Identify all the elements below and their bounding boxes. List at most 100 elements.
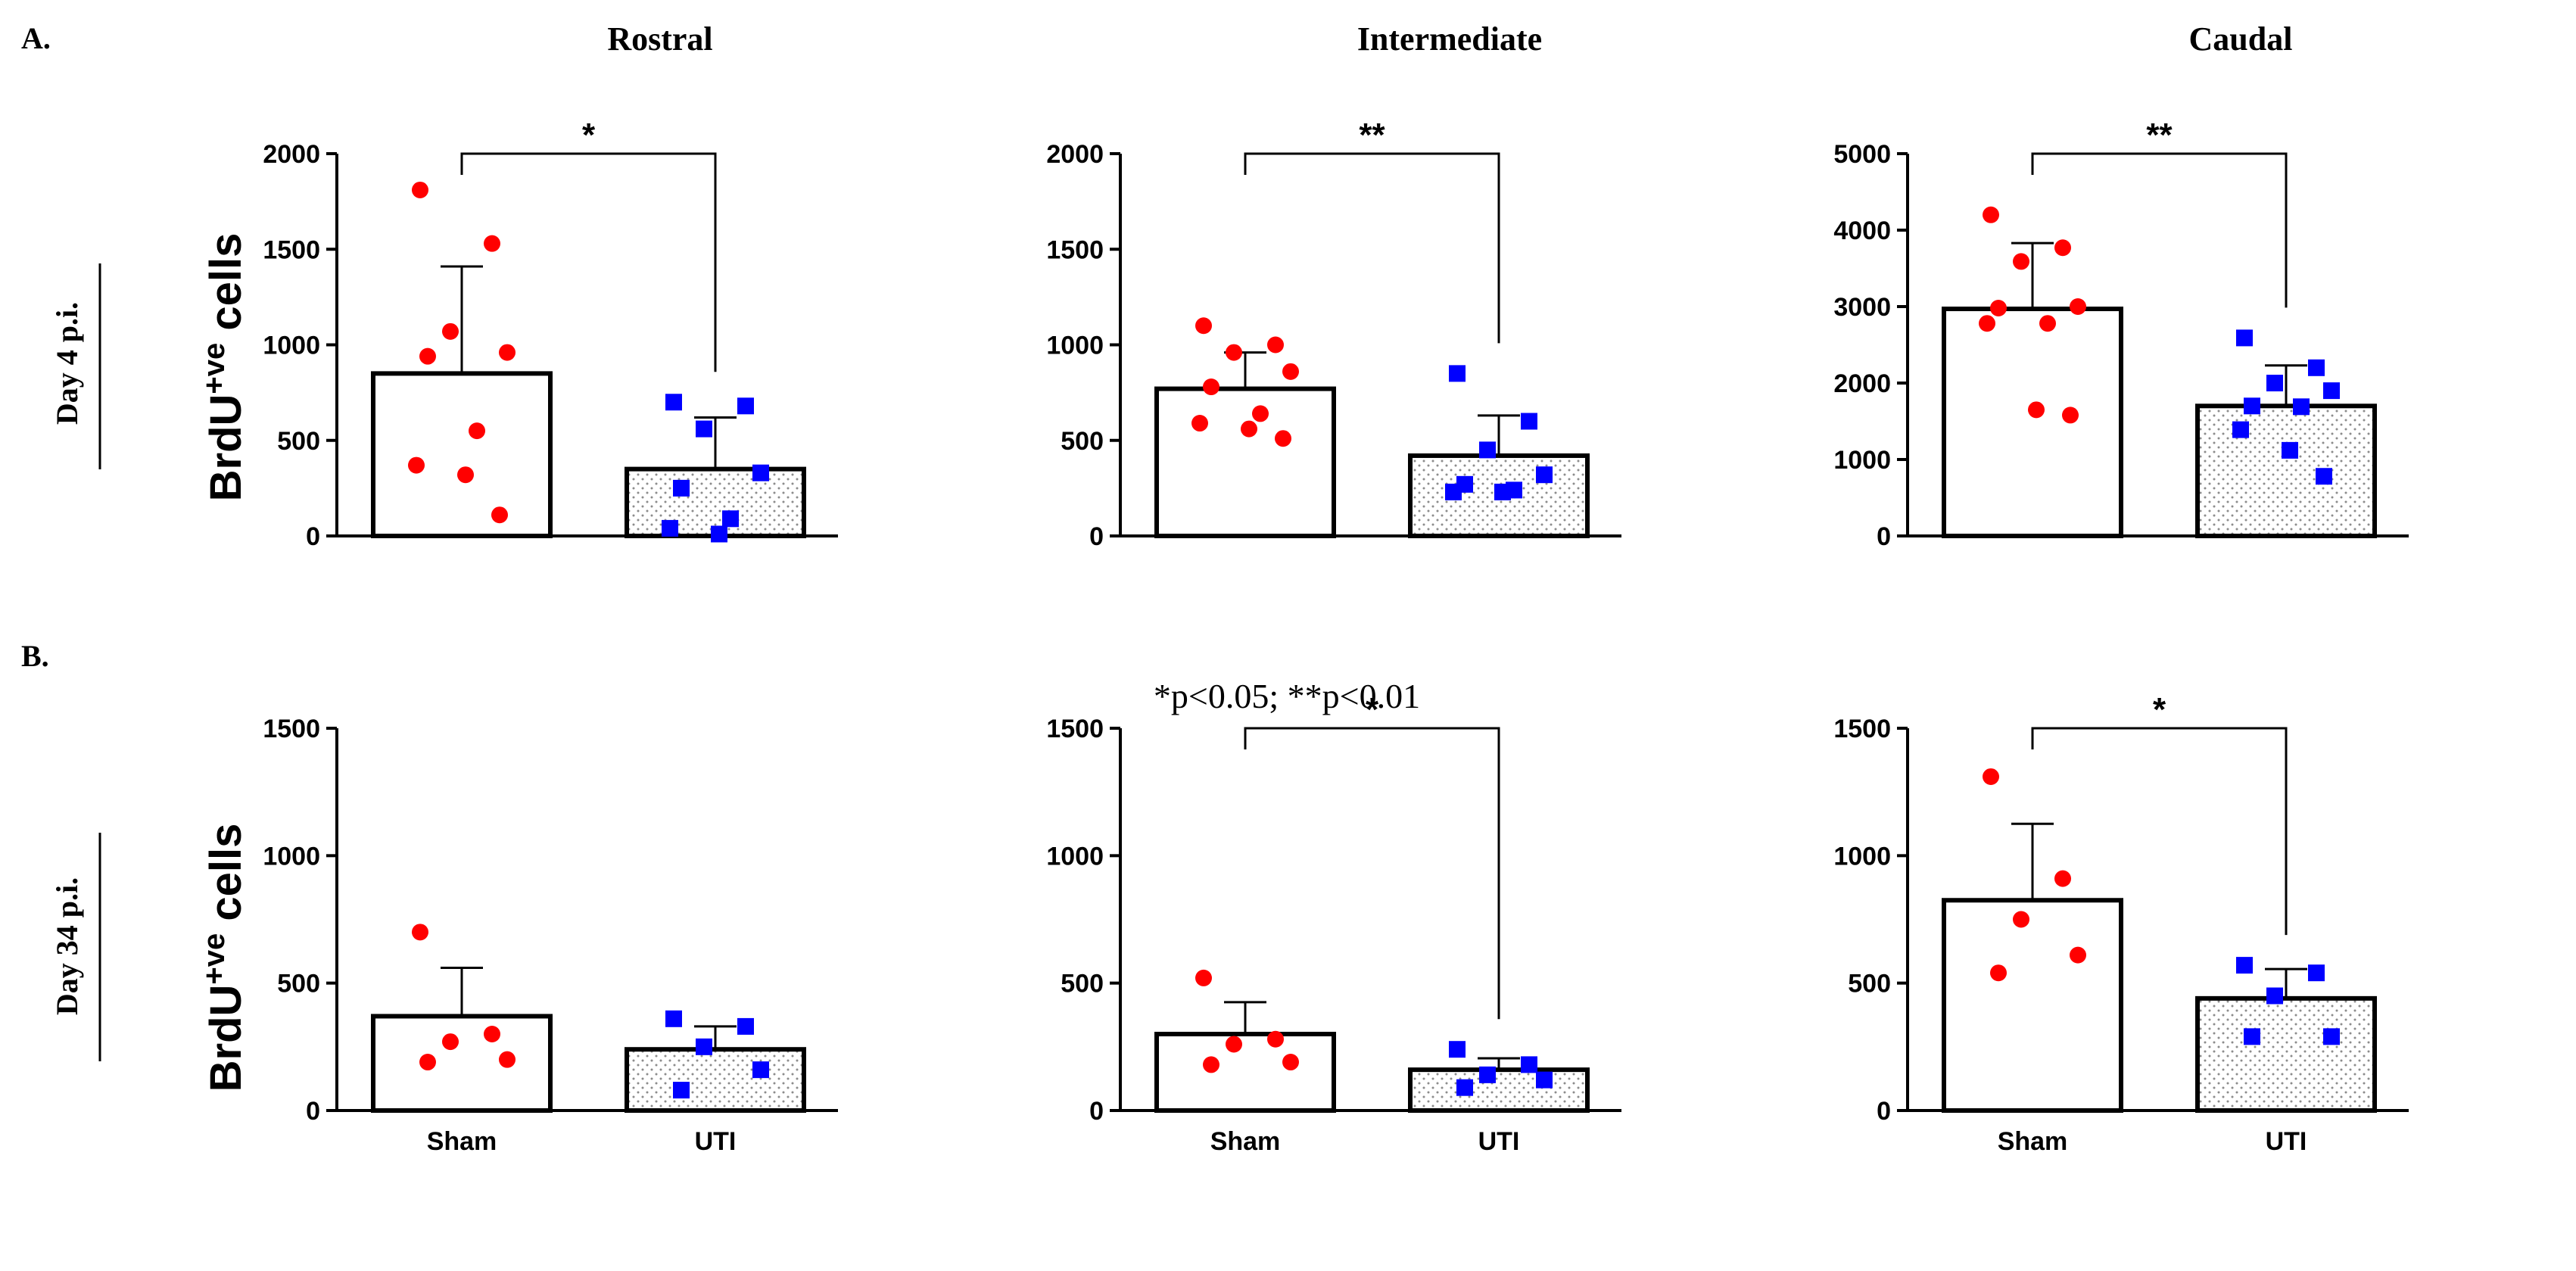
y-tick-label: 0 bbox=[1089, 522, 1104, 551]
data-point-sham bbox=[419, 1054, 436, 1071]
significance-star: ** bbox=[1359, 117, 1385, 154]
significance-bracket bbox=[1244, 152, 1500, 344]
data-point-sham bbox=[2070, 946, 2086, 964]
ylabel-row-a-main: BrdU bbox=[201, 394, 251, 502]
y-tick-label: 0 bbox=[1877, 1097, 1891, 1126]
significance-star: * bbox=[1366, 691, 1379, 728]
data-point-sham bbox=[2054, 870, 2071, 887]
bar-uti bbox=[625, 466, 806, 538]
data-point-sham bbox=[1195, 969, 1212, 986]
ylabel-row-b-sup: +ve bbox=[198, 933, 231, 985]
bar-uti bbox=[2195, 403, 2377, 538]
data-point-sham bbox=[2054, 239, 2071, 257]
data-point-sham bbox=[2028, 401, 2045, 419]
bar-uti bbox=[2195, 995, 2377, 1114]
y-tick-label: 4000 bbox=[1833, 217, 1891, 245]
y-tick-label: 1000 bbox=[1833, 446, 1891, 475]
data-point-sham bbox=[1990, 300, 2007, 317]
data-point-uti bbox=[696, 1038, 712, 1055]
ylabel-row-a-sup: +ve bbox=[198, 343, 231, 394]
y-tick-label: 3000 bbox=[1833, 293, 1891, 322]
y-tick-label: 1000 bbox=[263, 842, 320, 871]
ylabel-row-b-main: BrdU bbox=[201, 985, 251, 1092]
data-point-sham bbox=[1226, 344, 1242, 361]
bar-uti bbox=[1408, 1067, 1590, 1113]
data-point-uti bbox=[2323, 1028, 2340, 1045]
data-point-sham bbox=[499, 344, 516, 361]
data-point-uti bbox=[1449, 1041, 1466, 1058]
data-point-uti bbox=[2316, 468, 2332, 485]
data-point-sham bbox=[1282, 1054, 1299, 1071]
bar-sham bbox=[1942, 898, 2123, 1113]
data-point-sham bbox=[419, 347, 436, 365]
data-point-uti bbox=[1494, 483, 1511, 500]
y-tick-label: 0 bbox=[306, 1097, 320, 1126]
data-point-sham bbox=[469, 422, 485, 440]
data-point-uti bbox=[1449, 365, 1466, 382]
y-tick-label: 1500 bbox=[263, 235, 320, 264]
chart-a-caudal: 0 1000 2000 3000 4000 5000 ** bbox=[1833, 117, 2409, 551]
data-point-sham bbox=[1990, 964, 2007, 982]
data-point-uti bbox=[722, 510, 739, 528]
data-point-sham bbox=[2013, 911, 2029, 928]
x-tick-label-sham: Sham bbox=[1998, 1127, 2068, 1156]
y-tick-label: 0 bbox=[1877, 522, 1891, 551]
significance-note: *p<0.05; **p<0.01 bbox=[1154, 677, 1420, 715]
data-point-uti bbox=[1521, 413, 1537, 430]
data-point-sham bbox=[442, 1033, 459, 1051]
data-point-sham bbox=[1226, 1036, 1242, 1053]
bar-uti bbox=[625, 1047, 806, 1113]
data-point-sham bbox=[1275, 430, 1291, 447]
data-point-uti bbox=[1521, 1056, 1537, 1073]
significance-star: ** bbox=[2146, 117, 2173, 154]
y-tick-label: 2000 bbox=[263, 140, 320, 169]
ylabel-row-b: BrdU+ve cells bbox=[198, 824, 251, 1092]
data-point-sham bbox=[491, 506, 508, 524]
data-point-uti bbox=[737, 1017, 754, 1035]
data-point-uti bbox=[1445, 483, 1462, 500]
data-point-uti bbox=[1479, 1066, 1496, 1083]
y-tick-label: 1000 bbox=[1046, 332, 1104, 360]
row-label-day34: Day 34 p.i. bbox=[50, 833, 101, 1061]
chart-a-intermediate: 0 500 1000 1500 2000 ** bbox=[1046, 117, 1621, 551]
data-point-uti bbox=[665, 1010, 682, 1027]
data-point-sham bbox=[442, 322, 459, 340]
data-point-sham bbox=[412, 924, 428, 941]
data-point-sham bbox=[484, 1026, 500, 1042]
data-point-sham bbox=[408, 456, 425, 474]
data-point-sham bbox=[1983, 768, 1999, 785]
y-tick-label: 500 bbox=[1061, 970, 1104, 998]
data-point-uti bbox=[2282, 441, 2298, 459]
y-tick-label: 1500 bbox=[1046, 715, 1104, 743]
data-point-sham bbox=[1252, 405, 1269, 422]
bar-sham bbox=[371, 1014, 553, 1114]
data-point-sham bbox=[1267, 336, 1284, 354]
data-point-uti bbox=[1536, 466, 1553, 484]
ylabel-row-a-end: cells bbox=[201, 233, 251, 343]
significance-bracket bbox=[2031, 727, 2288, 936]
data-point-sham bbox=[1191, 415, 1208, 432]
y-tick-label: 2000 bbox=[1833, 369, 1891, 398]
data-point-uti bbox=[2236, 957, 2253, 974]
data-point-sham bbox=[2039, 315, 2056, 332]
data-point-sham bbox=[1979, 315, 1995, 332]
significance-bracket bbox=[2031, 152, 2288, 308]
data-point-sham bbox=[1241, 420, 1257, 438]
data-point-sham bbox=[484, 235, 500, 252]
bar-sham bbox=[1942, 307, 2123, 538]
data-point-uti bbox=[2308, 359, 2325, 376]
chart-b-intermediate: 0 500 1000 1500 Sham UTI * bbox=[1046, 691, 1621, 1156]
data-point-sham bbox=[1267, 1030, 1284, 1048]
row-label-day4: Day 4 p.i. bbox=[50, 263, 101, 469]
data-point-uti bbox=[1456, 1079, 1473, 1096]
x-tick-label-sham: Sham bbox=[1210, 1127, 1281, 1156]
x-tick-label-sham: Sham bbox=[427, 1127, 497, 1156]
chart-b-rostral: 0 500 1000 1500 Sham UTI bbox=[263, 715, 838, 1156]
data-point-uti bbox=[2244, 1028, 2260, 1045]
data-point-uti bbox=[1479, 441, 1496, 459]
row-label-day34-text: Day 34 p.i. bbox=[50, 877, 84, 1015]
row-label-day4-text: Day 4 p.i. bbox=[50, 302, 84, 425]
significance-bracket bbox=[1244, 727, 1500, 1020]
y-tick-label: 500 bbox=[277, 427, 320, 456]
